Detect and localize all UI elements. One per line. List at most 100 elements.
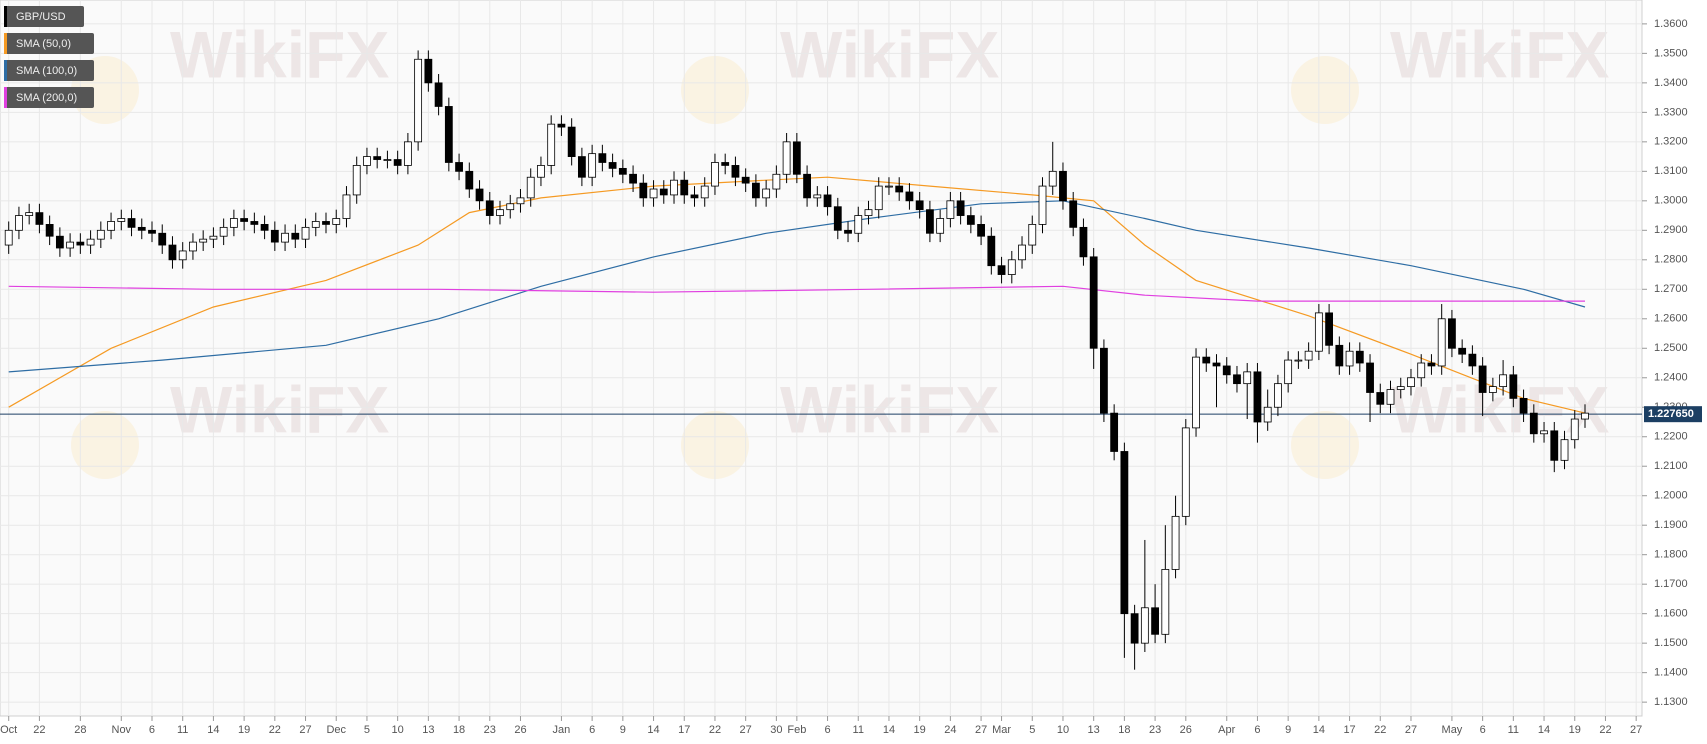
candle-body bbox=[485, 200, 494, 216]
x-tick-label: 14 bbox=[1538, 724, 1550, 736]
sma-line bbox=[8, 285, 1585, 302]
candle-body bbox=[588, 153, 597, 178]
watermark: WikiFX bbox=[780, 372, 999, 446]
watermark-logo bbox=[1291, 411, 1359, 479]
candle-body bbox=[240, 218, 249, 222]
y-tick-label: 1.3600 bbox=[1654, 18, 1688, 30]
candle-body bbox=[1345, 350, 1354, 367]
candle-body bbox=[465, 170, 474, 190]
x-tick-label: 6 bbox=[1480, 724, 1486, 736]
candle-body bbox=[424, 58, 433, 84]
candle-body bbox=[854, 215, 863, 234]
candle-body bbox=[813, 194, 822, 199]
candle-body bbox=[1069, 200, 1078, 228]
candle-body bbox=[1151, 607, 1159, 635]
candle-body bbox=[168, 244, 177, 261]
x-tick-label: 5 bbox=[364, 724, 370, 736]
candle-body bbox=[833, 206, 842, 231]
candle-body bbox=[373, 156, 382, 160]
x-tick-label: 17 bbox=[678, 724, 690, 736]
x-tick-label: 5 bbox=[1029, 724, 1035, 736]
candle-body bbox=[1560, 439, 1569, 461]
candle-body bbox=[1314, 312, 1323, 352]
candle-body bbox=[752, 182, 760, 199]
candle-body bbox=[711, 162, 719, 187]
candle-body bbox=[772, 173, 781, 190]
candle-body bbox=[997, 265, 1006, 275]
x-tick-label: 27 bbox=[1405, 724, 1417, 736]
y-tick-label: 1.1500 bbox=[1654, 637, 1688, 649]
candle-body bbox=[1355, 350, 1364, 364]
sma-line bbox=[8, 176, 1586, 414]
x-tick-label: 19 bbox=[1569, 724, 1581, 736]
candle-body bbox=[475, 188, 484, 202]
legend-swatch bbox=[4, 6, 7, 27]
candle-body bbox=[270, 229, 279, 243]
candle-body bbox=[455, 162, 463, 172]
candle-body bbox=[1253, 371, 1262, 423]
candle-body bbox=[127, 218, 136, 228]
candle-body bbox=[987, 235, 996, 267]
candle-body bbox=[158, 232, 167, 246]
candle-body bbox=[15, 215, 23, 231]
candle-body bbox=[1059, 170, 1067, 202]
candle-body bbox=[393, 159, 402, 166]
legend-box bbox=[4, 60, 94, 81]
price-label-box bbox=[1644, 406, 1702, 423]
candle-body bbox=[864, 209, 873, 216]
y-tick-label: 1.2900 bbox=[1654, 224, 1688, 236]
candle-body bbox=[1120, 451, 1129, 615]
candle-body bbox=[526, 176, 535, 199]
candle-body bbox=[1427, 362, 1436, 367]
candle-body bbox=[547, 123, 556, 166]
legend-swatch bbox=[4, 60, 7, 81]
x-tick-label: 27 bbox=[299, 724, 311, 736]
candle-body bbox=[434, 82, 443, 107]
candle-body bbox=[1550, 430, 1559, 461]
x-tick-label: 28 bbox=[74, 724, 86, 736]
y-tick-label: 1.3000 bbox=[1654, 195, 1688, 207]
candle-body bbox=[1038, 185, 1047, 225]
x-tick-label: Nov bbox=[112, 724, 132, 736]
candle-body bbox=[731, 165, 740, 178]
candle-body bbox=[670, 179, 678, 196]
watermark: WikiFX bbox=[780, 17, 999, 91]
candle-body bbox=[1212, 362, 1221, 367]
candle-body bbox=[1018, 244, 1026, 261]
candle-body bbox=[629, 173, 637, 184]
x-tick-label: 6 bbox=[824, 724, 830, 736]
price-label: 1.227650 bbox=[1648, 408, 1694, 420]
x-tick-label: 13 bbox=[422, 724, 434, 736]
candle-body bbox=[1499, 374, 1508, 388]
candle-body bbox=[1386, 389, 1395, 405]
y-tick-label: 1.1900 bbox=[1654, 519, 1688, 531]
y-tick-label: 1.3100 bbox=[1654, 165, 1688, 177]
candle-body bbox=[1284, 359, 1293, 385]
candle-body bbox=[557, 123, 566, 128]
candle-body bbox=[444, 106, 453, 163]
candle-body bbox=[383, 159, 392, 161]
watermark: WikiFX bbox=[1390, 17, 1609, 91]
y-tick-label: 1.2100 bbox=[1654, 460, 1688, 472]
candle-body bbox=[1161, 569, 1170, 635]
candle-body bbox=[414, 58, 423, 143]
x-tick-label: May bbox=[1442, 724, 1463, 736]
candle-body bbox=[1233, 374, 1241, 385]
candle-body bbox=[1509, 374, 1518, 399]
x-tick-label: 17 bbox=[1343, 724, 1355, 736]
legend-item: SMA (200,0) bbox=[16, 92, 77, 104]
candle-body bbox=[1366, 362, 1374, 393]
watermark: WikiFX bbox=[170, 372, 389, 446]
candle-body bbox=[189, 241, 197, 252]
watermark-logo bbox=[1291, 56, 1359, 124]
x-tick-label: 19 bbox=[914, 724, 926, 736]
legend-box bbox=[4, 87, 94, 108]
candle-body bbox=[311, 221, 320, 228]
x-tick-label: 26 bbox=[1180, 724, 1192, 736]
candle-body bbox=[1448, 318, 1456, 349]
x-tick-label: 14 bbox=[1313, 724, 1325, 736]
candle-body bbox=[107, 221, 115, 231]
x-tick-label: 6 bbox=[589, 724, 595, 736]
candle-body bbox=[762, 188, 771, 199]
